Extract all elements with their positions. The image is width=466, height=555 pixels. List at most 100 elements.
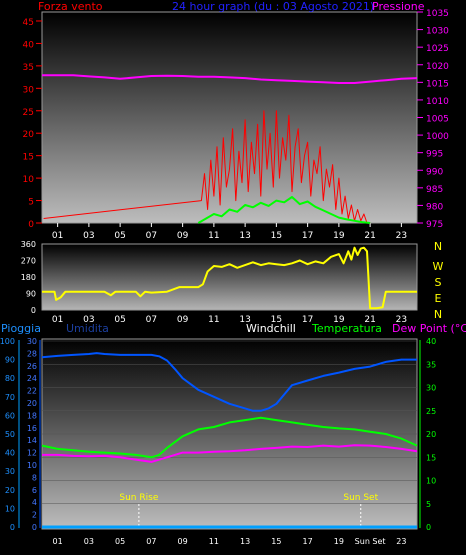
x-tick-label: 05: [114, 315, 125, 325]
x-tick-label: 05: [115, 537, 125, 546]
series-pressione: [42, 74, 418, 84]
chart-title: 24 hour graph (du : 03 Agosto 2021): [172, 0, 374, 13]
left-tick-label: 0: [28, 220, 34, 230]
humidity-tick-label: 4: [32, 498, 37, 507]
right-axis-title: Pressione: [372, 0, 425, 13]
left-axis-title: Forza vento: [38, 0, 103, 13]
windchill-legend-label: Windchill: [246, 322, 296, 335]
right-tick-label: 1000: [426, 132, 449, 142]
humidity-tick-label: 0: [32, 523, 37, 532]
humidity-tick-label: 28: [27, 349, 37, 358]
temperature-tick-label: 30: [426, 384, 436, 393]
left-axis-ticks: 0 90 180 270 360: [21, 240, 36, 315]
left-tick-label: 20: [23, 130, 35, 140]
right-tick-label: 985: [426, 185, 443, 195]
plot-background: [41, 243, 418, 311]
humidity-tick-label: 26: [27, 362, 37, 371]
x-tick-label: 19: [334, 537, 344, 546]
series-dew-point: [42, 444, 418, 463]
left-tick-label: 45: [23, 18, 34, 28]
rain-tick-label: 50: [5, 430, 15, 439]
x-tick-label: 07: [146, 537, 156, 546]
x-tick-label: 11: [208, 315, 219, 325]
dewpoint-legend-label: Dew Point (°C): [392, 322, 466, 335]
compass-label: W: [433, 260, 444, 273]
left-tick-label: 90: [26, 290, 36, 299]
left-tick-label: 0: [31, 306, 36, 315]
left-tick-label: 5: [28, 198, 34, 208]
series-group: [41, 352, 418, 529]
humidity-tick-label: 6: [32, 486, 37, 495]
series-umidita: [41, 352, 417, 412]
series-temperatura: [41, 416, 418, 459]
humidity-tick-label: 10: [27, 461, 37, 470]
left-axis-ticks: 0 5 10 15 20 25 30 35 40 45: [23, 18, 42, 230]
right-tick-label: 1015: [426, 79, 449, 89]
compass-label: E: [435, 292, 442, 305]
x-tick-label: 01: [52, 315, 63, 325]
right-tick-label: 1030: [426, 27, 449, 37]
x-tick-label: 23: [396, 537, 406, 546]
left-tick-label: 30: [23, 85, 35, 95]
x-tick-label: 23: [396, 315, 407, 325]
x-tick-label: 17: [303, 537, 313, 546]
x-tick-label: 05: [114, 231, 125, 241]
compass-label: S: [435, 276, 442, 289]
rain-tick-label: 0: [10, 523, 15, 532]
x-axis-ticks: 01 03 05 07 09 11 13 15 17 19 Sun Set 23: [53, 537, 407, 546]
humidity-tick-label: 12: [27, 449, 37, 458]
temperature-tick-label: 5: [426, 500, 431, 509]
right-tick-label: 1005: [426, 115, 449, 125]
x-tick-label: 15: [271, 231, 282, 241]
series-raffica: [43, 110, 371, 224]
humidity-tick-label: 20: [27, 399, 37, 408]
sun-annotation-label: Sun Rise: [119, 493, 158, 503]
temperature-tick-label: 35: [426, 360, 436, 369]
humidity-tick-label: 14: [27, 436, 37, 445]
series-vento-medio: [197, 196, 371, 224]
rain-axis-ticks: 0 10 20 30 40 50 60 70 80 90 100: [0, 337, 15, 532]
x-tick-label: 09: [177, 231, 189, 241]
x-axis-ticks: 01 03 05 07 09 11 13 15 17 19 21 23: [52, 223, 407, 241]
humidity-tick-label: 30: [27, 337, 37, 346]
humidity-tick-label: 16: [27, 424, 37, 433]
right-tick-label: 975: [426, 220, 443, 230]
sun-annotation-label: Sun Set: [343, 493, 378, 503]
x-tick-label: 07: [146, 315, 157, 325]
x-axis-ticks: 01 03 05 07 09 11 13 15 17 19 21 23: [52, 315, 407, 325]
left-tick-label: 10: [23, 175, 35, 185]
x-tick-label: 21: [364, 231, 375, 241]
right-tick-label: 980: [426, 202, 443, 212]
x-tick-label: 03: [83, 315, 94, 325]
series-group: [42, 246, 417, 310]
plot-background: [41, 11, 418, 224]
right-tick-label: 990: [426, 167, 443, 177]
right-axis-ticks: 975 980 985 990 995 1000 1005 1010 1015 1020 1025 1…: [417, 9, 449, 230]
x-tick-label: 01: [52, 231, 63, 241]
rain-tick-label: 60: [5, 411, 15, 420]
temperature-axis-ticks: 0 5 10 15 20 25 30 35 40: [426, 337, 436, 532]
rain-legend-label: Pioggia: [1, 322, 41, 335]
x-tick-label: 09: [177, 315, 189, 325]
compass-label: N: [434, 240, 442, 253]
x-tick-label: 11: [209, 537, 219, 546]
rain-tick-label: 100: [0, 337, 15, 346]
x-tick-label: 13: [239, 315, 250, 325]
humidity-legend-label: Umidita: [66, 322, 109, 335]
rain-tick-label: 80: [5, 374, 15, 383]
temperature-tick-label: 10: [426, 477, 436, 486]
x-tick-label: 03: [83, 231, 94, 241]
humidity-tick-label: 18: [27, 411, 37, 420]
temperature-tick-label: 40: [426, 337, 436, 346]
x-tick-label: 17: [302, 231, 313, 241]
temperature-tick-label: 15: [426, 453, 436, 462]
x-tick-label: 11: [208, 231, 219, 241]
humidity-tick-label: 2: [32, 511, 37, 520]
rain-tick-label: 90: [5, 356, 15, 365]
right-tick-label: 1010: [426, 97, 449, 107]
x-tick-label: Sun Set: [355, 537, 386, 546]
